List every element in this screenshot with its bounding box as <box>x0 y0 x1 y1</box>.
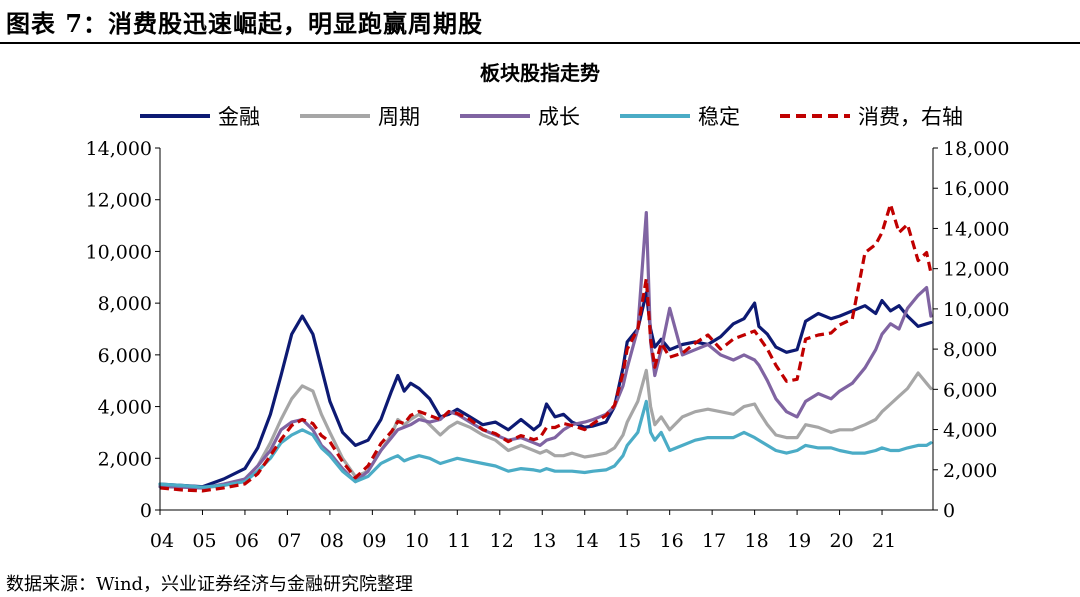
legend: 金融 周期 成长 稳定 消费，右轴 <box>140 105 963 129</box>
x-tick-label: 20 <box>829 530 853 552</box>
chart-title: 板块股指走势 <box>480 61 600 85</box>
axes-layer: 0 2,000 4,000 6,000 8,000 10,000 12,000 14,000 0… <box>86 138 1010 552</box>
y-left-tick-label: 12,000 <box>86 190 152 212</box>
x-tick-label: 09 <box>362 530 386 552</box>
legend-label-4: 消费，右轴 <box>858 105 963 129</box>
series-line-3 <box>158 399 933 489</box>
x-tick-label: 08 <box>320 530 344 552</box>
x-tick-label: 06 <box>235 530 259 552</box>
legend-label-2: 成长 <box>538 105 580 129</box>
y-right-tick-label: 4,000 <box>943 420 997 442</box>
y-right-tick-label: 8,000 <box>943 339 997 361</box>
y-left-tick-label: 6,000 <box>98 345 152 367</box>
series-line-0 <box>158 291 933 489</box>
y-right-tick-label: 18,000 <box>943 138 1009 160</box>
y-right-tick-label: 16,000 <box>943 178 1009 200</box>
y-right-tick-label: 2,000 <box>943 460 997 482</box>
x-tick-label: 18 <box>745 530 769 552</box>
x-tick-label: 07 <box>277 530 301 552</box>
x-tick-label: 11 <box>447 530 471 552</box>
x-tick-label: 05 <box>192 530 216 552</box>
legend-label-3: 稳定 <box>698 105 740 129</box>
chart: 板块股指走势 金融 周期 成长 稳定 消费，右轴 0 2,000 4,000 6,000 8,0… <box>86 61 1010 552</box>
series-layer <box>158 202 933 493</box>
legend-label-0: 金融 <box>218 105 260 129</box>
y-left-tick-label: 2,000 <box>98 448 152 470</box>
y-left-tick-label: 0 <box>140 500 152 522</box>
y-right-tick-label: 6,000 <box>943 379 997 401</box>
figure-header: 图表 7：消费股迅速崛起，明显跑赢周期股 <box>6 9 484 38</box>
x-tick-label: 19 <box>787 530 811 552</box>
header-rule <box>0 42 1080 44</box>
y-right-tick-label: 12,000 <box>943 259 1009 281</box>
y-left-tick-label: 4,000 <box>98 397 152 419</box>
series-line-2 <box>158 211 933 490</box>
y-left-tick-label: 14,000 <box>86 138 152 160</box>
y-right-tick-label: 10,000 <box>943 299 1009 321</box>
legend-label-1: 周期 <box>378 105 420 129</box>
source-note: 数据来源：Wind，兴业证券经济与金融研究院整理 <box>6 574 414 595</box>
x-tick-label: 13 <box>532 530 556 552</box>
y-left-tick-label: 10,000 <box>86 241 152 263</box>
y-right-tick-label: 0 <box>943 500 955 522</box>
x-tick-label: 16 <box>660 530 684 552</box>
x-tick-label: 17 <box>702 530 726 552</box>
x-tick-label: 15 <box>617 530 641 552</box>
x-tick-label: 21 <box>872 530 896 552</box>
y-left-tick-label: 8,000 <box>98 293 152 315</box>
x-tick-label: 12 <box>490 530 514 552</box>
series-line-1 <box>158 368 933 490</box>
y-right-tick-label: 14,000 <box>943 218 1009 240</box>
x-tick-label: 14 <box>575 530 599 552</box>
series-line-4 <box>159 202 933 493</box>
x-tick-label: 10 <box>405 530 429 552</box>
x-tick-label: 04 <box>150 530 174 552</box>
